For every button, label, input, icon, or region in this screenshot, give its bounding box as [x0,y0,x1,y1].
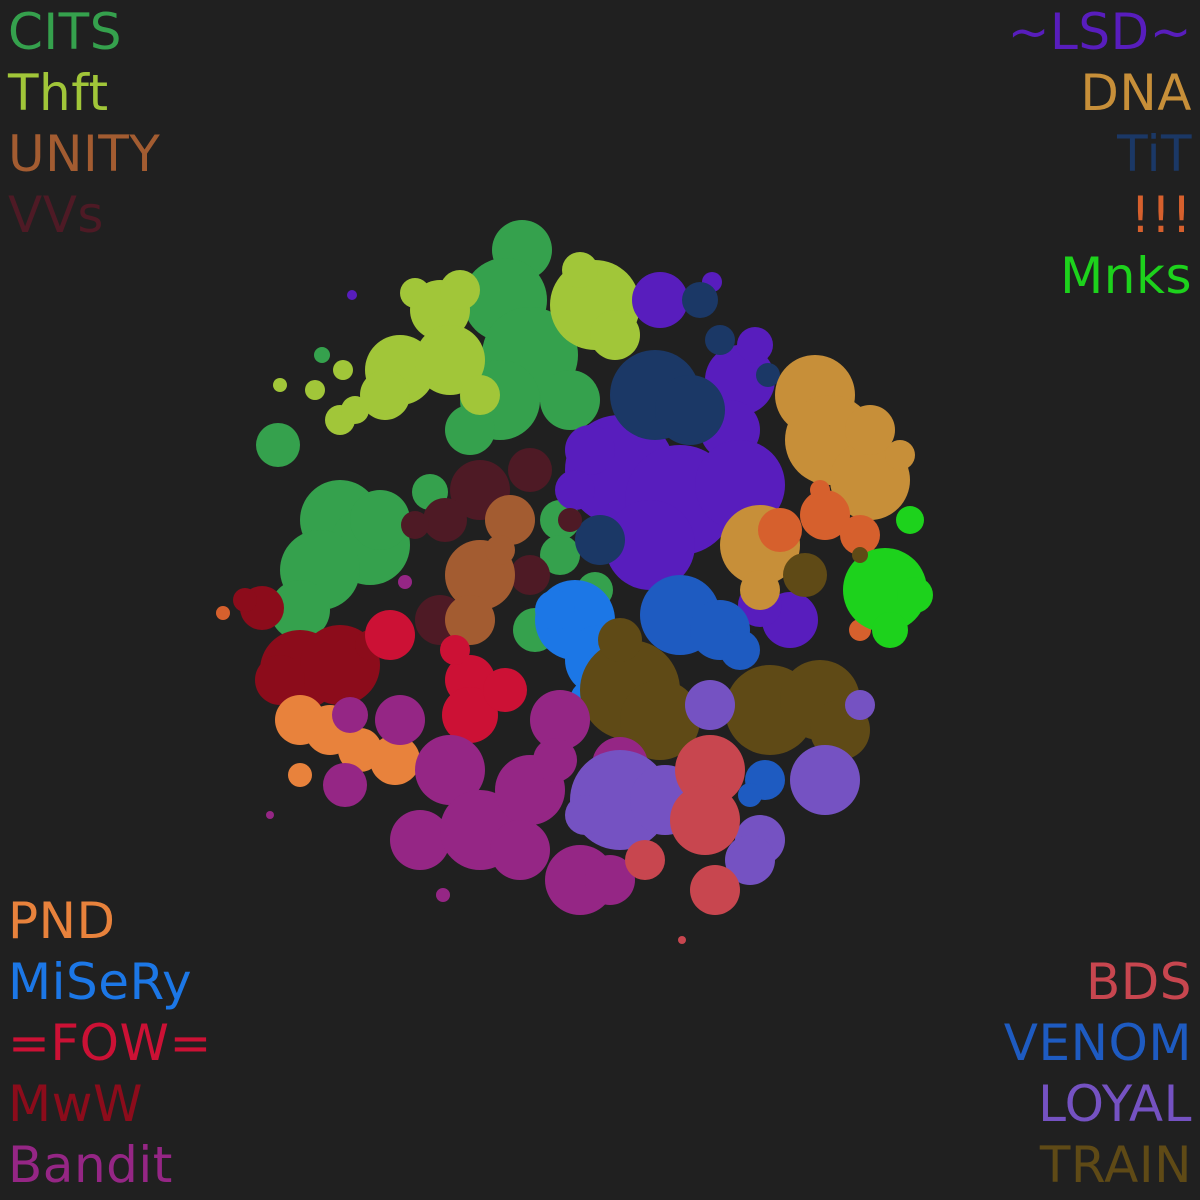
territory-venom [640,575,785,807]
territory-excl [216,480,880,641]
legend-tag-loyal: LOYAL [1038,1075,1192,1133]
legend-tag-fow: =FOW= [8,1014,212,1072]
territory-bds [625,735,745,944]
legend-top-right: ~LSD~ DNA TiT !!! Mnks [1008,2,1192,307]
legend-bottom-left: PND MiSeRy =FOW= MwW Bandit [8,891,212,1196]
legend-tag-venom: VENOM [1003,1014,1192,1072]
legend-tag-mww: MwW [8,1075,143,1133]
legend-tag-lsd: ~LSD~ [1007,3,1192,61]
legend-top-left: CITS Thft UNITY VVs [8,2,160,246]
legend-tag-train: TRAIN [1039,1136,1192,1194]
territory-mnks [843,506,933,648]
legend-tag-tit: TiT [1117,125,1192,183]
legend-tag-cits: CITS [8,3,122,61]
territory-unity [445,495,535,645]
legend-tag-misery: MiSeRy [8,953,193,1011]
legend-tag-mnks: Mnks [1060,247,1192,305]
legend-bottom-right: BDS VENOM LOYAL TRAIN [1004,952,1192,1196]
legend-tag-excl: !!! [1130,186,1192,244]
legend-tag-bds: BDS [1085,953,1192,1011]
territory-tit [575,282,780,565]
territory-loyal [565,680,875,885]
territory-dna [486,355,915,817]
legend-tag-unity: UNITY [8,125,161,183]
legend-tag-dna: DNA [1080,64,1192,122]
territory-fow [365,610,527,743]
legend-tag-thft: Thft [8,64,109,122]
legend-tag-vvs: VVs [8,186,104,244]
territory-train [580,547,870,760]
territory-cits [256,220,613,652]
territory-thft [273,252,643,443]
legend-tag-pnd: PND [8,892,116,950]
legend-tag-bandit: Bandit [8,1136,173,1194]
